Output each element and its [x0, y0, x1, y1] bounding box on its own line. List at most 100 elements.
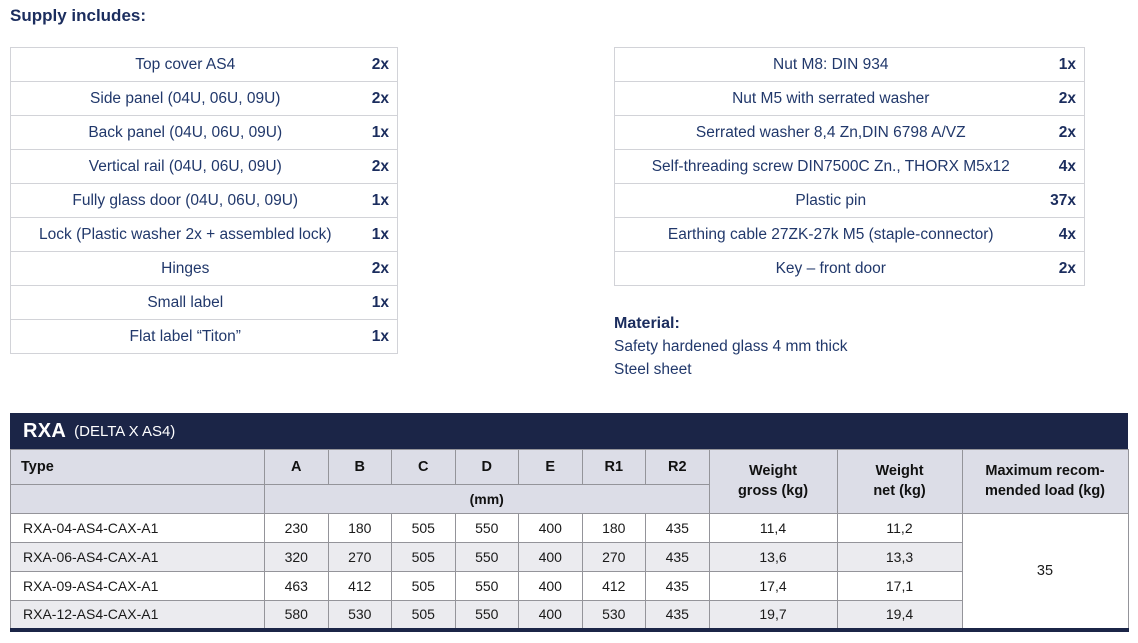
supply-item-label: Fully glass door (04U, 06U, 09U) — [10, 183, 356, 218]
column-header-r1: R1 — [581, 449, 646, 485]
column-header-r2: R2 — [645, 449, 710, 485]
supply-item-qty: 4x — [1042, 217, 1085, 252]
dim-cell: 435 — [645, 571, 710, 601]
supply-row: Side panel (04U, 06U, 09U) 2x — [10, 81, 398, 116]
column-header-e: E — [518, 449, 583, 485]
supply-row: Back panel (04U, 06U, 09U) 1x — [10, 115, 398, 150]
supply-table-right: Nut M8: DIN 934 1x Nut M5 with serrated … — [614, 47, 1085, 286]
supply-row: Self-threading screw DIN7500C Zn., THORX… — [614, 149, 1085, 184]
supply-row: Vertical rail (04U, 06U, 09U) 2x — [10, 149, 398, 184]
dim-cell: 550 — [454, 571, 519, 601]
dim-cell: 530 — [581, 600, 646, 630]
weight-net-header: Weight net (kg) — [836, 449, 963, 514]
weight-gross-cell: 17,4 — [708, 571, 838, 601]
dim-cell: 400 — [518, 542, 583, 572]
dim-cell: 180 — [327, 513, 392, 543]
column-header-d: D — [454, 449, 519, 485]
supply-item-label: Side panel (04U, 06U, 09U) — [10, 81, 356, 116]
weight-gross-header: Weight gross (kg) — [708, 449, 838, 514]
supply-table-left: Top cover AS4 2x Side panel (04U, 06U, 0… — [10, 47, 398, 354]
supply-item-label: Vertical rail (04U, 06U, 09U) — [10, 149, 356, 184]
type-cell: RXA-09-AS4-CAX-A1 — [10, 571, 265, 601]
max-load-header: Maximum recom- mended load (kg) — [961, 449, 1129, 514]
dim-cell: 550 — [454, 542, 519, 572]
supply-item-qty: 2x — [355, 47, 398, 82]
spec-table-title-bar: RXA (DELTA X AS4) — [10, 413, 1128, 449]
supply-item-label: Serrated washer 8,4 Zn,DIN 6798 A/VZ — [614, 115, 1043, 150]
material-heading: Material: — [614, 315, 680, 332]
dim-cell: 435 — [645, 513, 710, 543]
column-header-c: C — [391, 449, 456, 485]
supply-item-qty: 1x — [355, 285, 398, 320]
weight-net-cell: 11,2 — [836, 513, 963, 543]
spec-row: RXA-12-AS4-CAX-A1 580 530 505 550 400 53… — [10, 600, 1129, 630]
supply-item-label: Nut M5 with serrated washer — [614, 81, 1043, 116]
supply-row: Serrated washer 8,4 Zn,DIN 6798 A/VZ 2x — [614, 115, 1085, 150]
supply-row: Flat label “Titon” 1x — [10, 319, 398, 354]
spec-table-section: RXA (DELTA X AS4) Type A B C D E R1 — [10, 413, 1129, 632]
dim-cell: 270 — [581, 542, 646, 572]
supply-item-label: Self-threading screw DIN7500C Zn., THORX… — [614, 149, 1043, 184]
weight-net-cell: 17,1 — [836, 571, 963, 601]
dim-cell: 550 — [454, 600, 519, 630]
supply-row: Lock (Plastic washer 2x + assembled lock… — [10, 217, 398, 252]
dim-cell: 400 — [518, 600, 583, 630]
supply-row: Fully glass door (04U, 06U, 09U) 1x — [10, 183, 398, 218]
dim-cell: 530 — [327, 600, 392, 630]
dim-cell: 320 — [264, 542, 329, 572]
supply-row: Hinges 2x — [10, 251, 398, 286]
supply-item-qty: 2x — [1042, 115, 1085, 150]
dim-cell: 550 — [454, 513, 519, 543]
supply-item-qty: 4x — [1042, 149, 1085, 184]
spec-row: RXA-04-AS4-CAX-A1 230 180 505 550 400 18… — [10, 513, 1129, 630]
supply-item-label: Hinges — [10, 251, 356, 286]
dim-cell: 463 — [264, 571, 329, 601]
material-line: Steel sheet — [614, 361, 692, 378]
supply-row: Plastic pin 37x — [614, 183, 1085, 218]
supply-row: Top cover AS4 2x — [10, 47, 398, 82]
supply-item-qty: 1x — [355, 183, 398, 218]
dim-cell: 270 — [327, 542, 392, 572]
supply-item-qty: 37x — [1042, 183, 1085, 218]
supply-item-qty: 1x — [355, 115, 398, 150]
supply-item-label: Nut M8: DIN 934 — [614, 47, 1043, 82]
dim-cell: 412 — [581, 571, 646, 601]
dim-cell: 580 — [264, 600, 329, 630]
supply-item-qty: 1x — [1042, 47, 1085, 82]
spec-table-title: RXA — [23, 419, 67, 442]
supply-item-qty: 1x — [355, 217, 398, 252]
supply-item-label: Flat label “Titon” — [10, 319, 356, 354]
weight-net-cell: 19,4 — [836, 600, 963, 630]
dim-cell: 505 — [391, 571, 456, 601]
weight-gross-cell: 11,4 — [708, 513, 838, 543]
column-header-b: B — [327, 449, 392, 485]
type-cell: RXA-04-AS4-CAX-A1 — [10, 513, 265, 543]
type-cell: RXA-12-AS4-CAX-A1 — [10, 600, 265, 630]
dim-cell: 230 — [264, 513, 329, 543]
dim-cell: 505 — [391, 600, 456, 630]
empty-header-cell — [10, 484, 265, 514]
page-title: Supply includes: — [10, 6, 147, 25]
supply-item-qty: 2x — [355, 81, 398, 116]
dim-cell: 435 — [645, 542, 710, 572]
supply-item-label: Plastic pin — [614, 183, 1043, 218]
supply-item-qty: 2x — [355, 149, 398, 184]
supply-row: Key – front door 2x — [614, 251, 1085, 286]
supply-item-qty: 1x — [355, 319, 398, 354]
type-cell: RXA-06-AS4-CAX-A1 — [10, 542, 265, 572]
supply-item-label: Top cover AS4 — [10, 47, 356, 82]
dim-cell: 180 — [581, 513, 646, 543]
supply-item-label: Lock (Plastic washer 2x + assembled lock… — [10, 217, 356, 252]
dim-cell: 435 — [645, 600, 710, 630]
supply-row: Earthing cable 27ZK-27k M5 (staple-conne… — [614, 217, 1085, 252]
dim-cell: 505 — [391, 513, 456, 543]
weight-gross-cell: 13,6 — [708, 542, 838, 572]
supply-item-qty: 2x — [1042, 251, 1085, 286]
unit-row-label: (mm) — [264, 484, 710, 514]
supply-item-label: Small label — [10, 285, 356, 320]
weight-net-cell: 13,3 — [836, 542, 963, 572]
max-load-cell: 35 — [961, 513, 1129, 630]
material-line: Safety hardened glass 4 mm thick — [614, 338, 848, 355]
dim-cell: 505 — [391, 542, 456, 572]
